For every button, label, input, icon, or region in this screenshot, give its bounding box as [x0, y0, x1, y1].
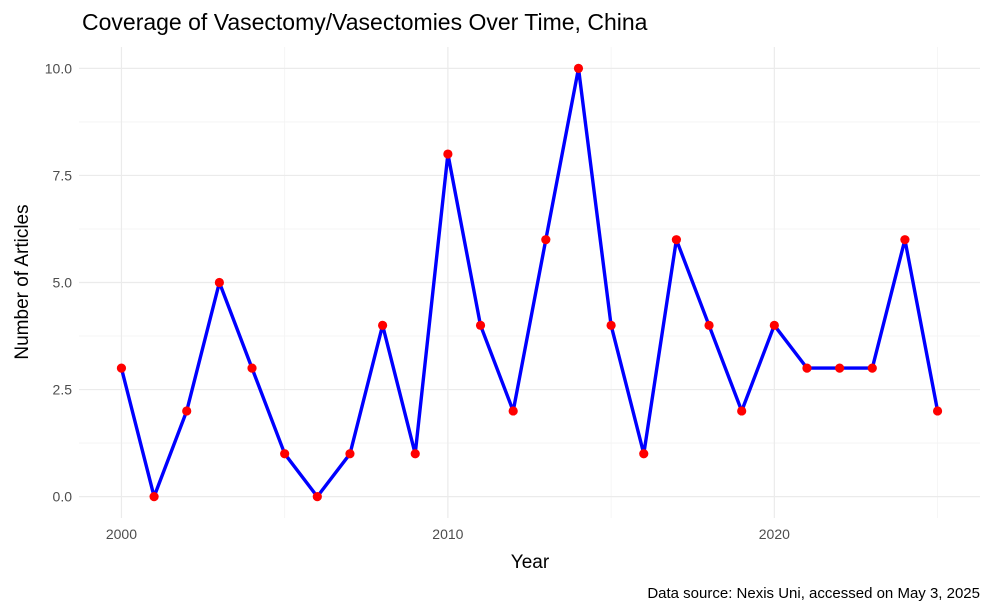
data-point: [541, 235, 551, 245]
data-point: [443, 149, 453, 159]
y-tick-label: 10.0: [45, 60, 72, 76]
data-point: [214, 277, 224, 288]
data-point: [116, 363, 127, 373]
data-point: [410, 449, 420, 459]
data-point: [671, 235, 682, 245]
data-point: [247, 363, 257, 373]
data-point: [345, 449, 355, 459]
data-point: [900, 235, 910, 245]
y-axis-ticks: 0.0 2.5 5.0 7.5 10.0: [45, 60, 72, 504]
data-point: [802, 363, 812, 373]
data-point: [508, 406, 518, 416]
data-point: [769, 320, 779, 330]
data-point: [280, 449, 290, 459]
chart-title: Coverage of Vasectomy/Vasectomies Over T…: [82, 9, 648, 35]
data-point: [475, 320, 486, 330]
y-tick-label: 7.5: [53, 167, 73, 183]
data-point: [704, 320, 714, 330]
y-axis-title: Number of Articles: [12, 204, 33, 359]
data-point: [182, 406, 192, 416]
y-tick-label: 0.0: [53, 489, 73, 505]
data-point: [149, 491, 159, 502]
data-point: [639, 449, 649, 459]
x-tick-label: 2000: [106, 526, 137, 542]
data-point: [312, 491, 322, 502]
data-point: [377, 320, 388, 330]
x-tick-label: 2010: [432, 526, 463, 542]
series-line: [119, 66, 940, 499]
y-tick-label: 2.5: [53, 382, 73, 398]
data-point: [932, 406, 943, 416]
data-point: [737, 406, 747, 416]
x-axis-ticks: 2000 2010 2020: [106, 526, 790, 542]
x-tick-label: 2020: [759, 526, 790, 542]
data-point: [573, 63, 584, 74]
data-point: [835, 363, 845, 373]
x-axis-title: Year: [511, 552, 550, 573]
data-point: [867, 363, 877, 373]
grid: [79, 47, 980, 518]
y-tick-label: 5.0: [53, 275, 73, 291]
data-point: [606, 320, 616, 330]
series-articles: [116, 63, 943, 502]
chart-caption: Data source: Nexis Uni, accessed on May …: [647, 585, 980, 602]
